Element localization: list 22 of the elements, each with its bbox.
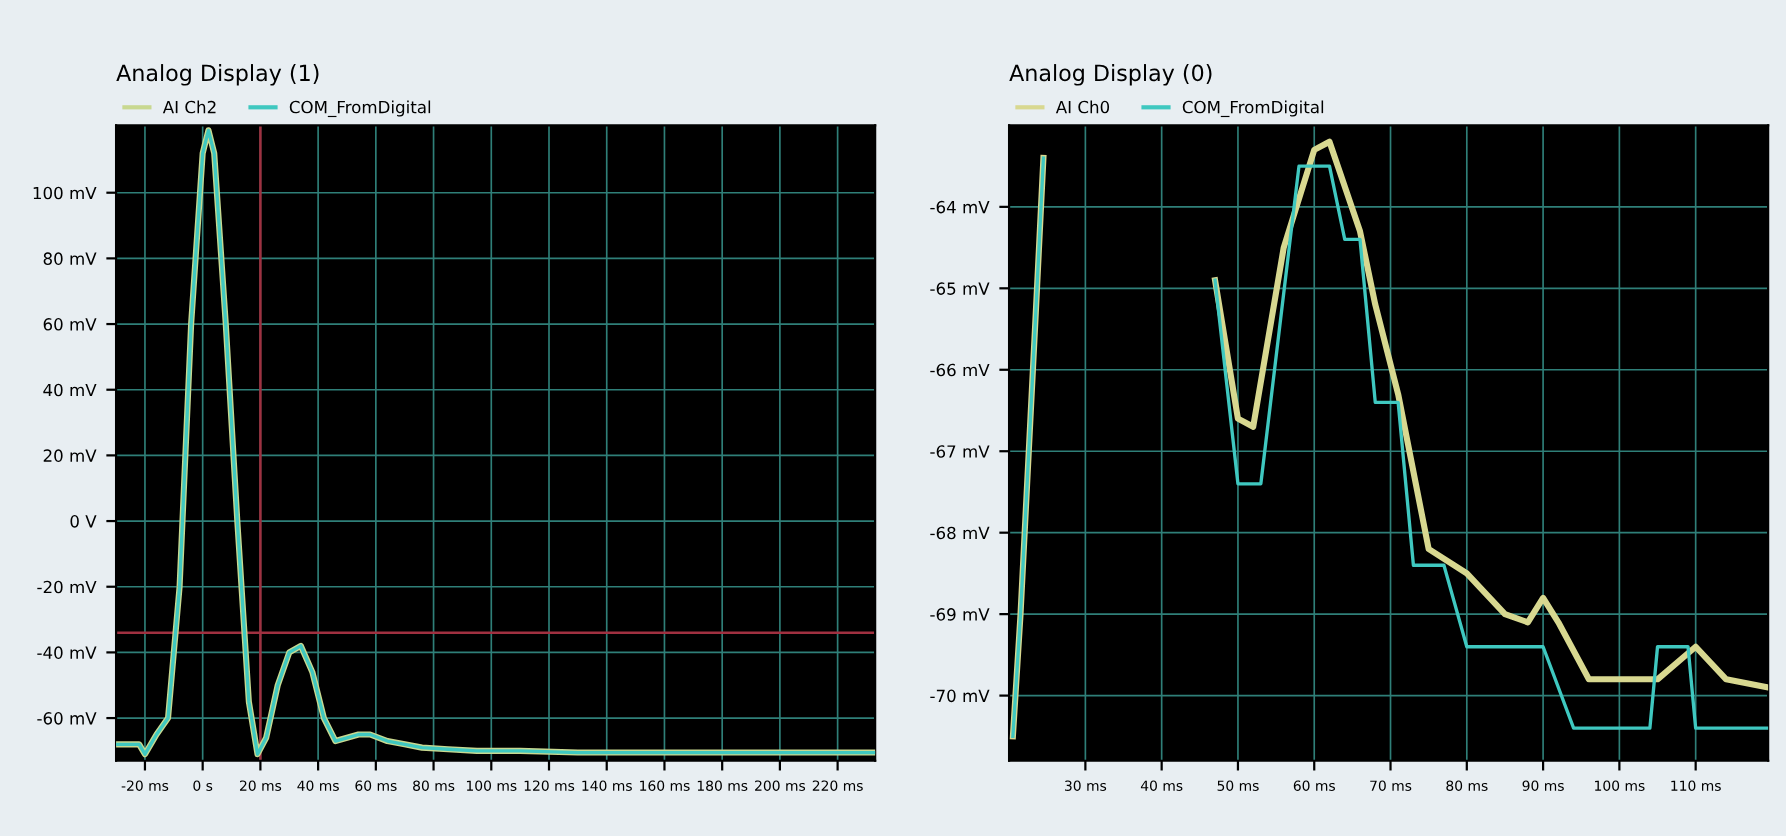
y-tick-label: 0 V (70, 515, 97, 528)
y-tick-label: -40 mV (37, 646, 97, 659)
y-tick-label: -69 mV (930, 608, 990, 621)
chart-title: Analog Display (1) (116, 64, 319, 86)
y-tick-label: 80 mV (43, 252, 97, 265)
y-tick-label: 40 mV (43, 383, 97, 397)
chart-title: Analog Display (0) (1009, 64, 1212, 86)
legend-label: COM_FromDigital (1182, 100, 1324, 118)
y-tick-label: 60 mV (43, 318, 97, 331)
y-tick-label: -68 mV (930, 526, 990, 540)
y-tick-label: -67 mV (930, 445, 990, 458)
y-tick-label: -65 mV (930, 282, 990, 295)
y-tick-label: 100 mV (33, 186, 97, 200)
legend-label: AI Ch2 (162, 100, 216, 114)
y-tick-label: -70 mV (930, 689, 990, 703)
y-tick-label: -66 mV (930, 363, 990, 377)
legend-label: AI Ch0 (1055, 100, 1110, 114)
legend-label: COM_FromDigital (289, 100, 431, 118)
y-tick-label: -20 mV (37, 580, 97, 594)
y-tick-label: -64 mV (930, 200, 990, 214)
y-tick-label: -60 mV (37, 712, 97, 725)
y-tick-label: 20 mV (43, 449, 97, 462)
